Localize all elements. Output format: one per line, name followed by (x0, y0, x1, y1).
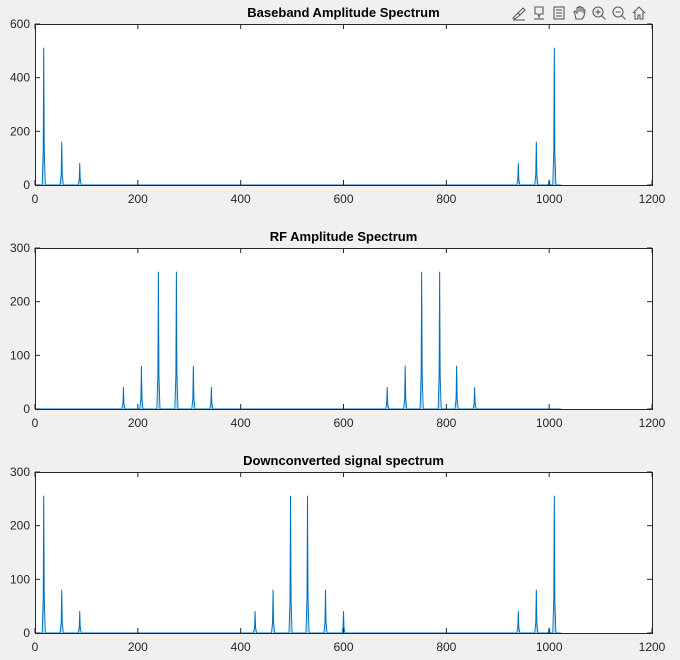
axes-1-ytick-label: 400 (10, 71, 30, 85)
axes-2-ytick-label: 200 (10, 295, 30, 309)
axes-1-xtick-label: 800 (436, 192, 456, 206)
axes-2-ytick-label: 300 (10, 241, 30, 255)
axes-2-background (35, 248, 652, 409)
zoom-out-icon[interactable] (609, 3, 628, 23)
home-icon[interactable] (629, 3, 648, 23)
axes-3-xtick-label: 1200 (639, 640, 666, 654)
axes-3-xtick-label: 600 (333, 640, 353, 654)
axes-1-ytick-label: 0 (23, 178, 30, 192)
axes-root: 0 200 400 600 800 1000 12000200400600Baseband … (10, 5, 666, 654)
axes-3-ytick-label: 0 (23, 626, 30, 640)
pan-hand-icon[interactable] (569, 3, 588, 23)
axes-2-ytick-label: 0 (23, 402, 30, 416)
axes-1-xtick-label: 1200 (639, 192, 666, 206)
axes-2-title: RF Amplitude Spectrum (270, 229, 418, 244)
axes-2-xtick-label: 400 (231, 416, 251, 430)
axes-2-xtick-label: 600 (333, 416, 353, 430)
axes-3-title: Downconverted signal spectrum (243, 453, 444, 468)
axes-1-ytick-label: 200 (10, 124, 30, 138)
axes-2-xtick-label: 1000 (536, 416, 563, 430)
axes-1-xtick-label: 600 (333, 192, 353, 206)
axes-1[interactable]: 0 200 400 600 800 1000 1200 0 200 400 600 Baseband … (10, 5, 666, 206)
axes-2-ytick-label: 100 (10, 348, 30, 362)
export-brush-icon[interactable] (509, 3, 528, 23)
zoom-in-icon[interactable] (589, 3, 608, 23)
axes-toolbar (509, 2, 648, 24)
axes-3-xtick-label: 400 (231, 640, 251, 654)
axes-2-xtick-label: 1200 (639, 416, 666, 430)
axes-2[interactable]: 0 200 400 600 800 1000 1200 0 100 200 300 RF Amplit… (10, 229, 666, 430)
data-tip-icon[interactable] (529, 3, 548, 23)
axes-3-xtick-label: 1000 (536, 640, 563, 654)
axes-3-ytick-label: 200 (10, 519, 30, 533)
axes-1-xtick-label: 200 (128, 192, 148, 206)
axes-3-ytick-label: 100 (10, 572, 30, 586)
axes-1-background (35, 24, 652, 185)
axes-3-xtick-label: 200 (128, 640, 148, 654)
axes-2-xtick-label: 0 (32, 416, 39, 430)
axes-2-xtick-label: 200 (128, 416, 148, 430)
axes-1-xtick-label: 0 (32, 192, 39, 206)
axes-3-ytick-label: 300 (10, 465, 30, 479)
axes-3[interactable]: 0 200 400 600 800 1000 1200 0 100 200 300 Downconve… (10, 453, 666, 654)
axes-1-ytick-label: 600 (10, 17, 30, 31)
data-brush-icon[interactable] (549, 3, 568, 23)
axes-3-xtick-label: 800 (436, 640, 456, 654)
axes-1-xtick-label: 400 (231, 192, 251, 206)
axes-2-xtick-label: 800 (436, 416, 456, 430)
axes-3-xtick-label: 0 (32, 640, 39, 654)
axes-3-background (35, 472, 652, 633)
axes-1-title: Baseband Amplitude Spectrum (247, 5, 439, 20)
axes-1-xtick-label: 1000 (536, 192, 563, 206)
